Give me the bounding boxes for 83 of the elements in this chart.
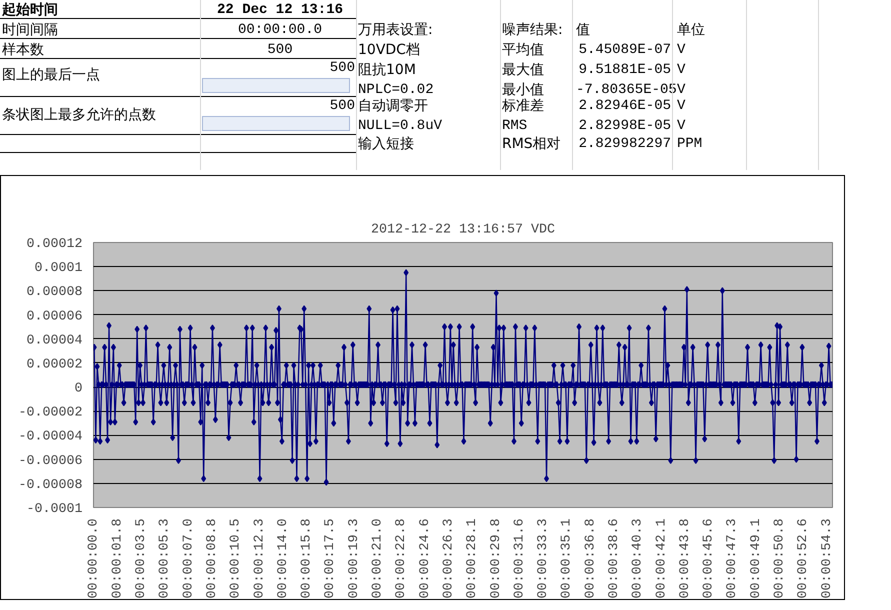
x-tick-label: 00:00:05.3 (158, 518, 173, 598)
text: 9.51881E-05 (578, 61, 671, 80)
y-tick-label: 0.00004 (26, 333, 83, 348)
x-tick-label: 00:00:26.3 (441, 518, 456, 598)
x-tick-label: 00:00:47.3 (725, 518, 740, 598)
x-tick-label: 00:00:50.8 (772, 518, 788, 598)
text: V (677, 61, 686, 80)
text: 00:00:00.0 (236, 21, 323, 40)
text: 图上的最后一点 (2, 66, 101, 85)
text: 最大值 (502, 61, 545, 80)
x-tick-label: 00:00:45.6 (702, 518, 717, 598)
text: 标准差 (502, 97, 545, 116)
y-tick-label: -0.0001 (26, 502, 83, 517)
text: 自动调零开 (358, 97, 429, 116)
text: 5.45089E-07 (578, 41, 671, 60)
text: 最小值 (502, 81, 545, 98)
x-tick-label: 00:00:12.3 (252, 518, 268, 598)
text: RMS (502, 117, 528, 136)
x-tick-label: 00:00:08.8 (204, 518, 220, 598)
text: NULL=0.8uV (358, 117, 444, 136)
y-tick-label: 0.00002 (26, 357, 83, 372)
x-tick-label: 00:00:24.6 (418, 518, 433, 598)
y-tick-label: 0.0001 (34, 261, 83, 276)
text: 噪声结果: (502, 21, 564, 40)
x-tick-label: 00:00:10.5 (228, 518, 244, 598)
y-tick-label: 0 (74, 382, 82, 397)
x-tick-label: 00:00:35.1 (560, 518, 575, 598)
text: 起始时间 (2, 1, 59, 20)
text: 值 (576, 21, 591, 40)
x-tick-label: 00:00:49.1 (748, 518, 764, 598)
text: 万用表设置: (358, 21, 434, 40)
y-tick-label: 0.00012 (26, 237, 83, 252)
text: 500 (328, 59, 355, 78)
x-tick-label: 00:00:43.8 (678, 518, 693, 598)
text: 500 (328, 97, 355, 116)
y-tick-label: 0.00006 (26, 309, 83, 324)
x-tick-label: 00:00:42.1 (654, 518, 670, 598)
text: 单位 (677, 21, 706, 40)
y-tick-label: 0.00008 (26, 285, 83, 300)
text: 平均值 (502, 41, 545, 60)
x-tick-label: 00:00:28.1 (465, 518, 480, 598)
x-tick-label: 00:00:07.0 (181, 518, 196, 598)
x-tick-label: 00:00:33.3 (536, 518, 552, 598)
text: 500 (266, 41, 294, 60)
text: 22 Dec 12 13:16 (216, 1, 344, 20)
x-tick-label: 00:00:52.6 (796, 518, 812, 598)
x-tick-label: 00:00:17.5 (323, 518, 338, 598)
x-tick-label: 00:00:01.8 (110, 518, 126, 598)
text: NPLC=0.02 (358, 81, 435, 98)
y-tick-label: -0.00002 (18, 406, 83, 421)
text: 2.82946E-05 (578, 97, 671, 116)
text: V (677, 41, 686, 60)
x-tick-label: 00:00:36.8 (583, 518, 598, 598)
x-tick-label: 00:00:31.6 (512, 518, 528, 598)
text: 样本数 (2, 41, 45, 60)
x-tick-label: 00:00:14.0 (276, 518, 291, 598)
text: 条状图上最多允许的点数 (2, 106, 157, 125)
x-tick-label: 00:00:38.6 (606, 518, 622, 598)
text: PPM (677, 135, 704, 154)
x-tick-label: 00:00:00.0 (86, 518, 102, 598)
text: V (677, 117, 686, 136)
text: V (677, 81, 686, 100)
y-tick-label: -0.00008 (18, 478, 83, 493)
chart-title: 2012-12-22 13:16:57 VDC (371, 222, 555, 238)
x-tick-label: 00:00:29.8 (488, 518, 504, 598)
text: 2.82998E-05 (578, 117, 671, 136)
text: 阻抗10M (358, 61, 417, 80)
text: 10VDC档 (358, 41, 421, 60)
x-tick-label: 00:00:40.3 (630, 518, 646, 598)
x-tick-label: 00:00:19.3 (346, 518, 362, 598)
text: RMS相对 (502, 135, 562, 154)
text: V (677, 97, 686, 116)
y-tick-label: -0.00004 (18, 430, 83, 445)
text: -7.80365E-05 (576, 81, 677, 100)
x-tick-label: 00:00:15.8 (300, 518, 315, 598)
x-tick-label: 00:00:03.5 (134, 518, 150, 598)
x-tick-label: 00:00:21.0 (370, 518, 386, 598)
x-tick-label: 00:00:22.8 (394, 518, 410, 598)
text: 输入短接 (358, 135, 415, 154)
text: 时间间隔 (2, 21, 59, 40)
y-tick-label: -0.00006 (18, 454, 83, 469)
text: 2.829982297 (578, 135, 671, 154)
x-tick-label: 00:00:54.3 (820, 518, 835, 598)
